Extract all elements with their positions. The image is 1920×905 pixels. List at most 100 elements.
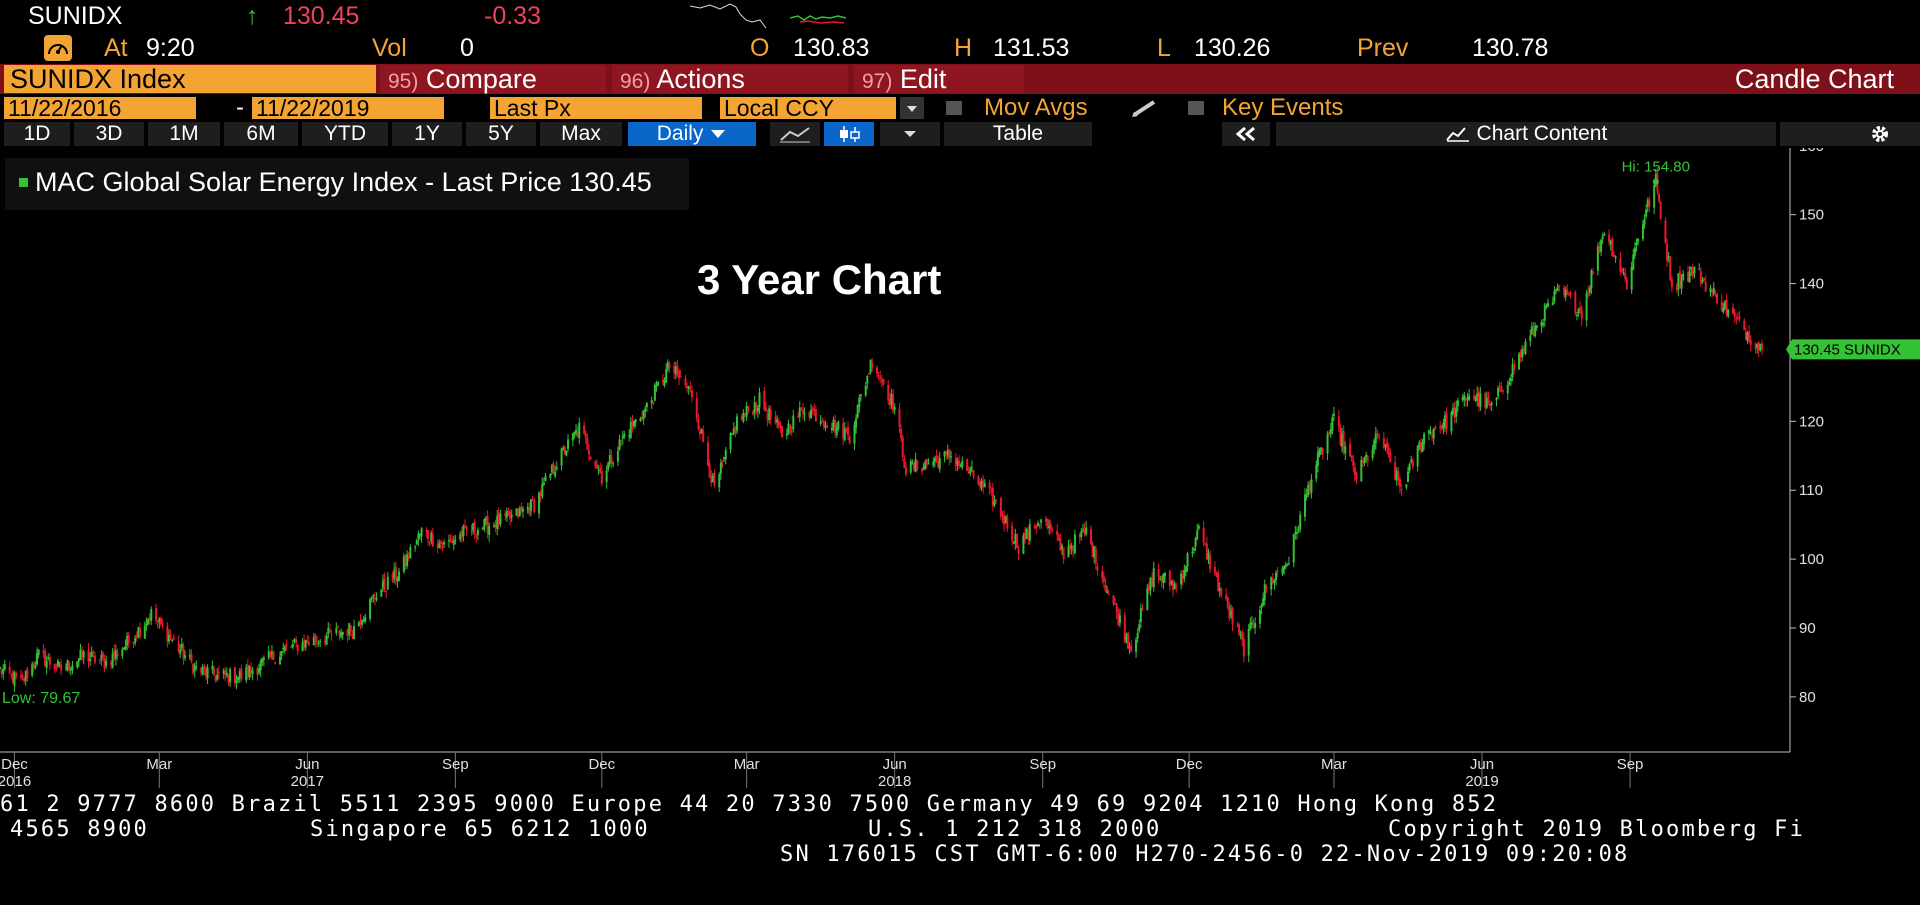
candle <box>892 388 895 414</box>
price-field-select[interactable]: Last Px <box>490 97 702 120</box>
candle <box>607 461 610 472</box>
period-3d[interactable]: 3D <box>74 122 144 146</box>
end-calendar-icon[interactable] <box>450 100 466 114</box>
candle <box>1332 406 1335 421</box>
candle <box>538 491 541 519</box>
candle <box>1701 276 1704 284</box>
candle <box>1101 565 1104 584</box>
candle <box>1529 329 1532 347</box>
candle <box>1192 546 1195 555</box>
compare-button[interactable]: 95) Compare <box>380 65 606 93</box>
candle <box>147 617 150 627</box>
candle <box>1276 567 1279 578</box>
candle <box>267 645 270 660</box>
candle <box>307 635 310 647</box>
y-tick-label: 80 <box>1799 689 1816 706</box>
chart-legend[interactable]: MAC Global Solar Energy Index - Last Pri… <box>5 158 689 210</box>
period-ytd[interactable]: YTD <box>302 122 388 146</box>
period-1m[interactable]: 1M <box>148 122 220 146</box>
candle <box>810 404 813 419</box>
pencil-icon[interactable] <box>1130 98 1160 123</box>
period-1y[interactable]: 1Y <box>392 122 462 146</box>
candle <box>700 428 703 435</box>
candle <box>824 420 827 432</box>
candle <box>427 529 430 545</box>
period-6m[interactable]: 6M <box>224 122 298 146</box>
candle <box>1546 298 1549 308</box>
period-5y[interactable]: 5Y <box>466 122 536 146</box>
candle <box>235 674 238 690</box>
line-chart-icon[interactable] <box>770 122 820 146</box>
mov-avgs-checkbox[interactable] <box>946 101 962 115</box>
candle <box>166 622 169 648</box>
collapse-icon[interactable] <box>1222 122 1270 146</box>
candle <box>631 414 634 433</box>
candle <box>1004 515 1007 524</box>
frequency-select[interactable]: Daily <box>628 122 756 146</box>
candle <box>233 666 236 688</box>
candle <box>1733 308 1736 323</box>
candle <box>262 655 265 667</box>
candle <box>1250 616 1253 629</box>
candle <box>1321 447 1324 460</box>
candle <box>1596 242 1599 276</box>
candle <box>684 374 687 389</box>
chart-type-label[interactable]: Candle Chart <box>1734 64 1894 94</box>
candle <box>610 449 613 469</box>
candle <box>171 638 174 643</box>
at-label: At <box>104 34 128 62</box>
candle <box>1102 571 1105 588</box>
candle <box>959 463 962 468</box>
actions-button[interactable]: 96) Actions <box>612 65 848 93</box>
security-field[interactable]: SUNIDX Index <box>4 65 376 93</box>
chart-style-dropdown-icon[interactable] <box>880 122 940 146</box>
candle <box>1036 520 1039 527</box>
candle <box>1196 523 1199 541</box>
speedometer-icon[interactable] <box>44 35 72 61</box>
candle <box>1228 601 1231 622</box>
candle <box>745 401 748 421</box>
candle <box>518 505 521 517</box>
key-events-label[interactable]: Key Events <box>1222 94 1344 121</box>
candle <box>655 380 658 392</box>
candle <box>393 562 396 584</box>
candle <box>359 614 362 630</box>
edit-button[interactable]: 97) Edit <box>854 65 1024 93</box>
candle <box>1463 392 1466 407</box>
chart-content-button[interactable]: Chart Content <box>1276 122 1776 146</box>
candle <box>1287 556 1290 566</box>
candle <box>961 456 964 470</box>
candle <box>723 456 726 463</box>
start-calendar-icon[interactable] <box>200 100 216 114</box>
candle <box>138 622 141 640</box>
high-annotation: Hi: 154.80 <box>1622 159 1690 176</box>
candle <box>734 425 737 438</box>
candle <box>1371 444 1374 461</box>
period-1d[interactable]: 1D <box>4 122 70 146</box>
end-date-field[interactable]: 11/22/2019 <box>252 97 444 120</box>
currency-select[interactable]: Local CCY <box>720 97 896 120</box>
settings-gear-icon[interactable] <box>1780 122 1920 146</box>
candle <box>1329 422 1332 438</box>
candle <box>1524 338 1527 356</box>
candle <box>695 392 698 423</box>
candle <box>1012 540 1015 545</box>
candle <box>1003 509 1006 532</box>
currency-dropdown-icon[interactable] <box>900 97 924 119</box>
edit-number: 97) <box>862 70 893 93</box>
start-date-field[interactable]: 11/22/2016 <box>4 97 196 120</box>
candle <box>634 418 637 428</box>
candle <box>1509 373 1512 386</box>
candle-chart-icon[interactable] <box>824 122 874 146</box>
candle <box>932 457 935 469</box>
candle <box>1519 349 1522 363</box>
candle <box>1474 395 1477 402</box>
candle <box>375 592 378 602</box>
mov-avgs-label[interactable]: Mov Avgs <box>984 94 1088 121</box>
period-max[interactable]: Max <box>540 122 622 146</box>
candlestick-chart[interactable]: 8090100110120130140150160 Dec2016MarJun2… <box>0 148 1920 788</box>
candle <box>1011 521 1014 546</box>
intraday-sparkline <box>690 3 767 29</box>
key-events-checkbox[interactable] <box>1188 101 1204 115</box>
table-button[interactable]: Table <box>944 122 1092 146</box>
